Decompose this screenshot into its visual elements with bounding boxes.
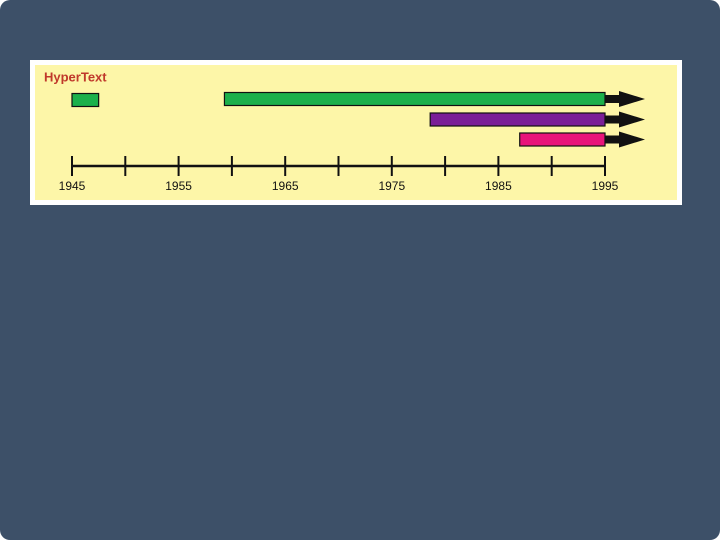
- arrow-head: [605, 91, 645, 107]
- x-tick-label: 1955: [165, 179, 192, 193]
- x-tick-label: 1985: [485, 179, 512, 193]
- x-tick-label: 1975: [378, 179, 405, 193]
- bar: [519, 132, 606, 147]
- x-tick-label: 1945: [59, 179, 86, 193]
- bar: [71, 92, 100, 108]
- arrow-head: [605, 111, 645, 128]
- bar: [429, 112, 606, 127]
- arrow-head: [605, 131, 645, 148]
- chart-title: HyperText: [44, 69, 107, 84]
- bar: [223, 91, 606, 107]
- x-tick-label: 1965: [272, 179, 299, 193]
- x-tick-label: 1995: [592, 179, 619, 193]
